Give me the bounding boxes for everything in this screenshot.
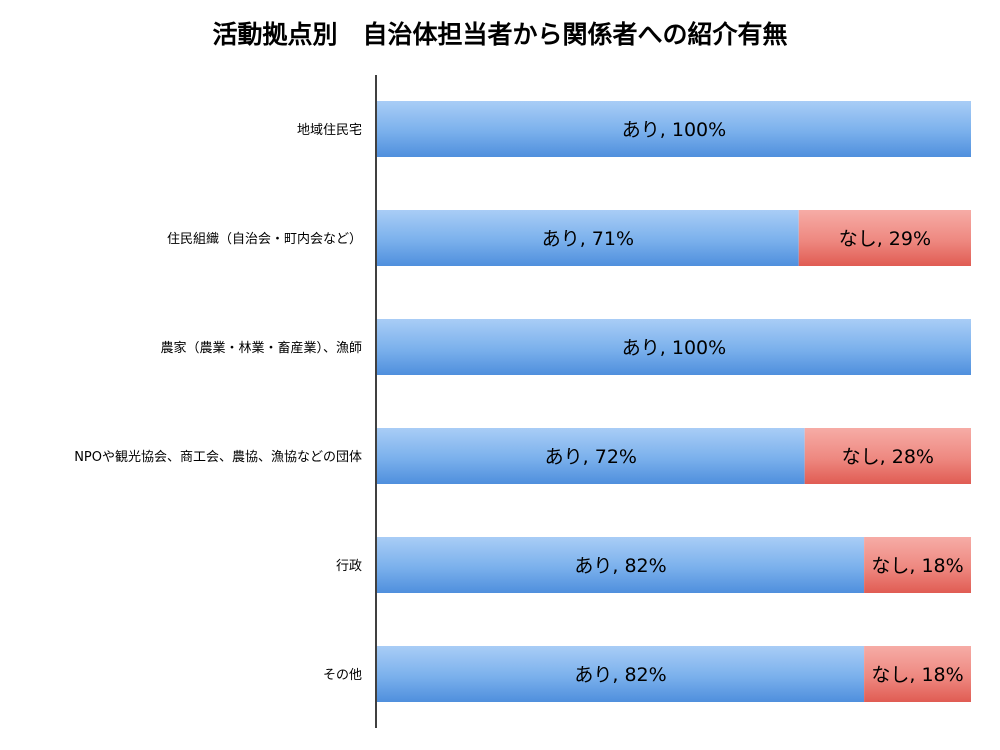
bar-segment-nashi (798, 210, 971, 266)
category-label: その他 (323, 668, 362, 683)
data-label: なし, 18% (871, 664, 963, 686)
data-label: なし, 18% (871, 555, 963, 577)
bar-segment-ari (377, 101, 971, 157)
bar-segment-ari (377, 646, 865, 702)
data-label: あり, 82% (574, 555, 666, 577)
data-label: あり, 72% (545, 446, 637, 468)
bar-segment-ari (377, 210, 799, 266)
bar-segment-ari (377, 319, 971, 375)
data-label: あり, 71% (542, 228, 634, 250)
bar-segment-nashi (864, 537, 971, 593)
category-label: 農家（農業・林業・畜産業）、漁師 (160, 340, 362, 356)
data-label: あり, 100% (622, 119, 726, 141)
category-label: NPOや観光協会、商工会、農協、漁協などの団体 (74, 450, 362, 465)
data-labels: あり, 100% あり, 71% なし, 29% あり, 100% あり, 72% なし,… (542, 119, 964, 686)
category-label: 行政 (336, 559, 362, 574)
bar-segment-nashi (864, 646, 971, 702)
data-label: あり, 82% (574, 664, 666, 686)
category-label: 住民組織（自治会・町内会など） (167, 231, 362, 247)
bars-layer (377, 101, 971, 702)
data-label: あり, 100% (622, 337, 726, 359)
chart-title: 活動拠点別 自治体担当者から関係者への紹介有無 (212, 20, 787, 49)
bar-segment-nashi (804, 428, 971, 484)
data-label: なし, 29% (839, 228, 931, 250)
bar-segment-ari (377, 537, 865, 593)
data-label: なし, 28% (842, 446, 934, 468)
bar-segment-ari (377, 428, 805, 484)
category-label: 地域住民宅 (297, 123, 362, 138)
